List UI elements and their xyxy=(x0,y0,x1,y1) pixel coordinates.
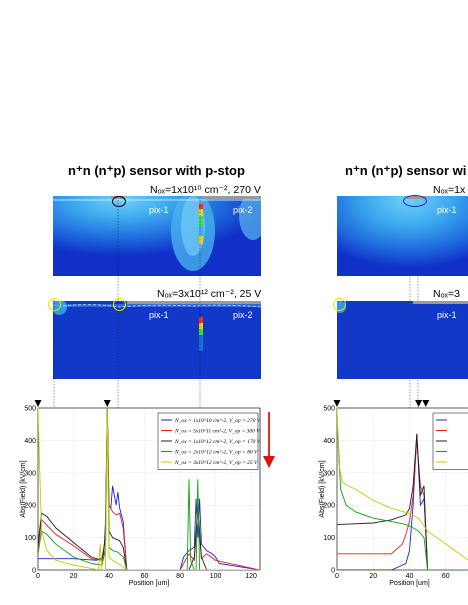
y-tick-label: 200 xyxy=(24,503,36,510)
legend-entry: N_ox = 5x10^11 cm^-2, V_op = 300 V xyxy=(174,429,260,435)
right-field-chart: 0 20 40 60 0 100 200 300 400 500 Position [um] Abs(… xyxy=(319,400,468,587)
legend-entry: N_ox = 1x10^12 cm^-2, V_op = 170 V xyxy=(174,439,261,445)
left-mid-marker-circle-2 xyxy=(113,298,126,311)
legend-entry: N_ox = 1x10^10 cm^-2, V_op = 270 V xyxy=(174,418,261,424)
red-down-arrow xyxy=(263,412,275,468)
y-tick-label: 200 xyxy=(323,503,335,510)
x-tick-label: 100 xyxy=(210,573,222,580)
y-tick-label: 100 xyxy=(24,535,36,542)
x-tick-label: 20 xyxy=(369,573,377,580)
y-tick-label: 500 xyxy=(24,406,36,413)
left-mid-pix2-label: pix-2 xyxy=(233,310,253,320)
left-field-chart: 0 20 40 60 80 100 120 0 100 200 300 400 500 Position … xyxy=(20,400,261,587)
right-top-pix1-label: pix-1 xyxy=(437,205,457,215)
x-tick-label: 40 xyxy=(105,573,113,580)
x-axis-label: Position [um] xyxy=(129,580,170,587)
x-tick-label: 0 xyxy=(335,573,339,580)
x-tick-label: 80 xyxy=(176,573,184,580)
y-tick-label: 300 xyxy=(24,470,36,477)
left-mid-marker-circle-1 xyxy=(48,298,61,311)
x-tick-label: 0 xyxy=(36,573,40,580)
series-line-3 xyxy=(38,408,260,570)
x-tick-label: 60 xyxy=(141,573,149,580)
left-mid-pix1-label: pix-1 xyxy=(149,310,169,320)
y-tick-label: 400 xyxy=(323,438,335,445)
position-marker-triangle xyxy=(103,400,111,407)
left-panel-title: n⁺n (n⁺p) sensor with p-stop xyxy=(68,163,245,178)
y-tick-label: 0 xyxy=(331,568,335,575)
position-marker-triangle xyxy=(422,400,430,407)
right-mid-condition-label: Nₒₓ=3 xyxy=(433,288,460,300)
left-mid-condition-label: Nₒₓ=3x10¹² cm⁻², 25 V xyxy=(157,288,262,300)
position-marker-triangle xyxy=(333,400,341,407)
left-top-pix2-label: pix-2 xyxy=(233,205,253,215)
x-tick-label: 20 xyxy=(70,573,78,580)
y-tick-label: 100 xyxy=(323,535,335,542)
series-line-4 xyxy=(38,408,260,570)
y-axis-label: Abs(Field) [kV/cm] xyxy=(20,460,27,517)
left-top-field-map: pix-1 pix-2 xyxy=(53,191,267,276)
series-line-3 xyxy=(337,414,468,570)
right-top-condition-label: Nₒₓ=1x xyxy=(433,184,466,196)
right-mid-marker-circle xyxy=(333,298,346,311)
series-line-2 xyxy=(337,433,468,570)
x-axis-label: Position [um] xyxy=(389,580,430,587)
right-top-field-map: pix-1 xyxy=(337,196,468,276)
position-marker-triangle xyxy=(415,400,423,407)
legend-entry: N_ox = 3x10^12 cm^-2, V_op = 25 V xyxy=(174,460,258,466)
y-tick-label: 0 xyxy=(32,568,36,575)
left-top-pix1-label: pix-1 xyxy=(149,205,169,215)
legend-entry: N_ox = 2x10^12 cm^-2, V_op = 80 V xyxy=(174,450,258,456)
y-axis-label: Abs(Field) [kV/cm] xyxy=(319,460,326,517)
left-top-marker-circle xyxy=(112,196,126,207)
x-tick-label: 60 xyxy=(442,573,450,580)
series-line-4 xyxy=(337,408,468,561)
y-tick-label: 400 xyxy=(24,438,36,445)
right-panel-title: n⁺n (n⁺p) sensor wi xyxy=(345,163,467,178)
right-mid-pix1-label: pix-1 xyxy=(437,310,457,320)
position-marker-triangle xyxy=(34,400,42,407)
right-mid-field-map: pix-1 xyxy=(334,301,468,379)
y-tick-label: 500 xyxy=(323,406,335,413)
y-tick-label: 300 xyxy=(323,470,335,477)
legend-box xyxy=(157,412,259,470)
left-mid-field-map: pix-1 pix-2 xyxy=(51,299,262,379)
right-top-marker-circle xyxy=(403,195,427,207)
x-tick-label: 40 xyxy=(406,573,414,580)
x-tick-label: 120 xyxy=(245,573,257,580)
left-top-condition-label: Nₒₓ=1x10¹⁰ cm⁻², 270 V xyxy=(150,184,261,196)
